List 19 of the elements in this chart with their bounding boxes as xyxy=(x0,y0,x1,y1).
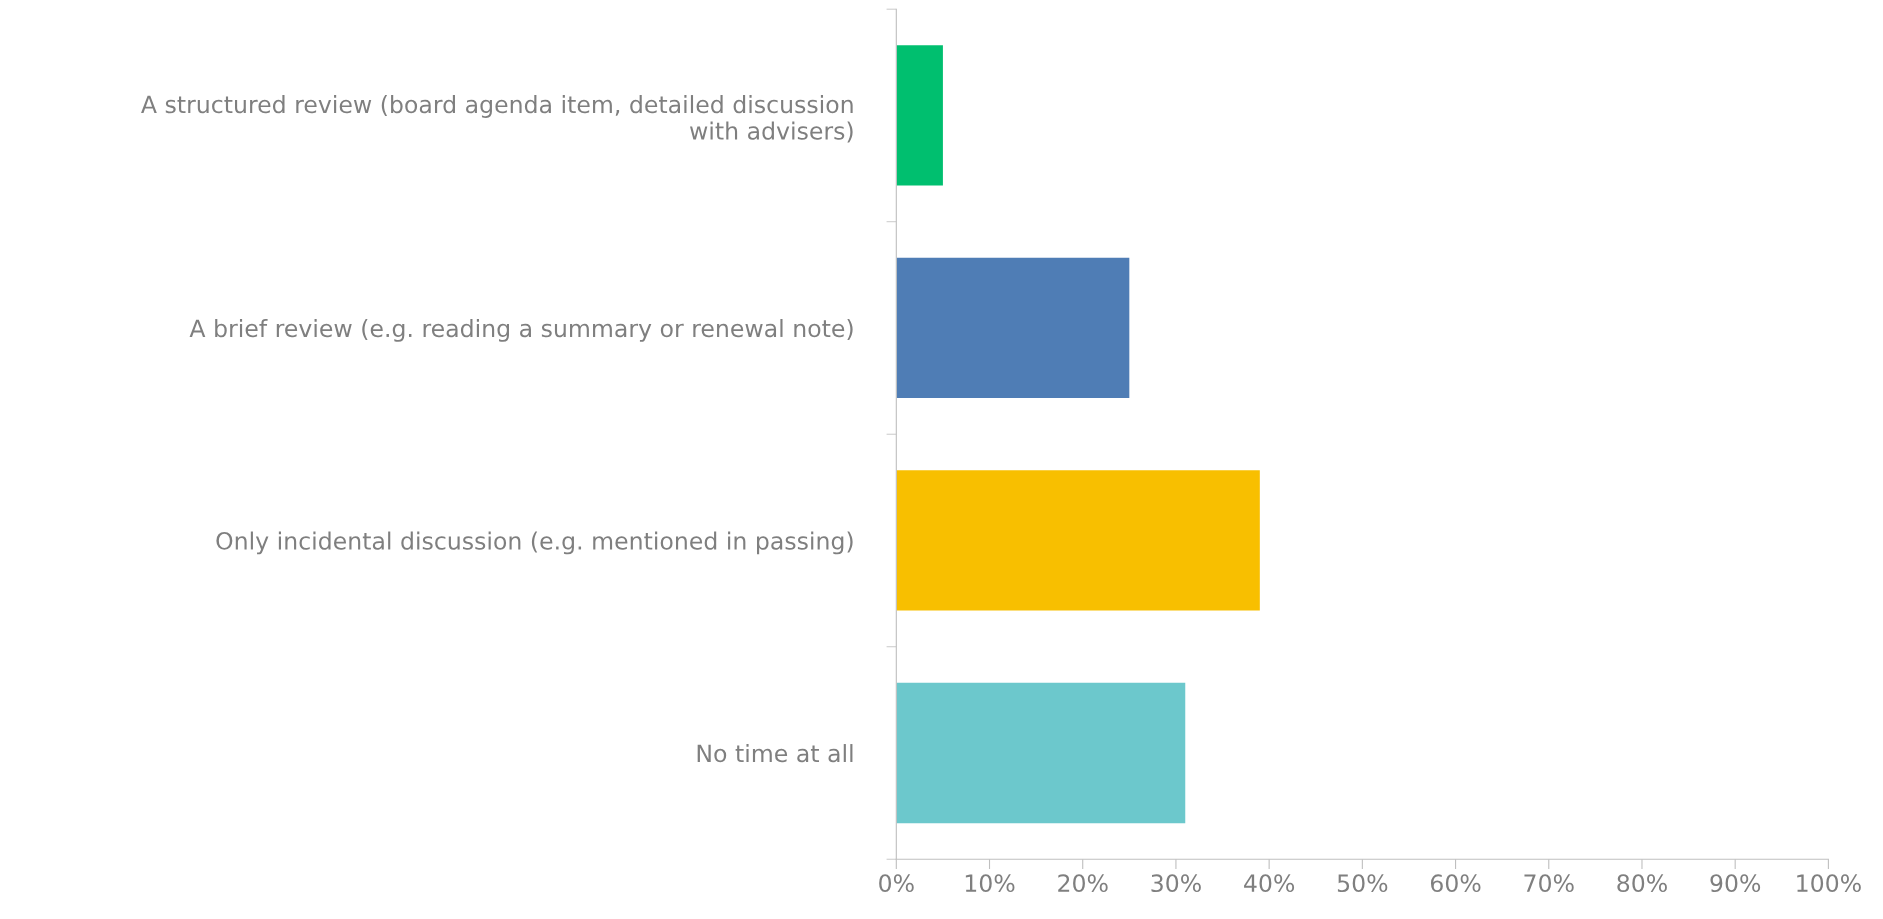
x-tick-label: 100% xyxy=(1797,874,1861,893)
x-tick-label: 80% xyxy=(1617,874,1667,893)
x-tick-label: 20% xyxy=(1058,874,1108,893)
x-tick-label: 70% xyxy=(1524,874,1574,893)
y-tick-label: Only incidental discussion (e.g. mentioned in passing) xyxy=(216,531,853,555)
x-tick-label: 10% xyxy=(965,874,1015,893)
x-tick-label: 0% xyxy=(879,874,914,893)
x-tick-label: 50% xyxy=(1337,874,1388,893)
x-tick-label: 40% xyxy=(1244,874,1295,893)
y-tick-label: No time at all xyxy=(697,744,853,763)
x-tick-label: 90% xyxy=(1710,874,1761,893)
y-tick-label: A brief review (e.g. reading a summary or renewal note) xyxy=(189,319,853,342)
bar xyxy=(896,470,1260,611)
y-tick-label: A structured review (board agenda item, detailed discussion with advisers) xyxy=(141,95,853,143)
bar xyxy=(896,682,1186,824)
x-tick-label: 60% xyxy=(1430,874,1481,893)
bar xyxy=(896,257,1130,399)
x-tick-label: 30% xyxy=(1151,874,1201,893)
bar xyxy=(896,45,943,186)
